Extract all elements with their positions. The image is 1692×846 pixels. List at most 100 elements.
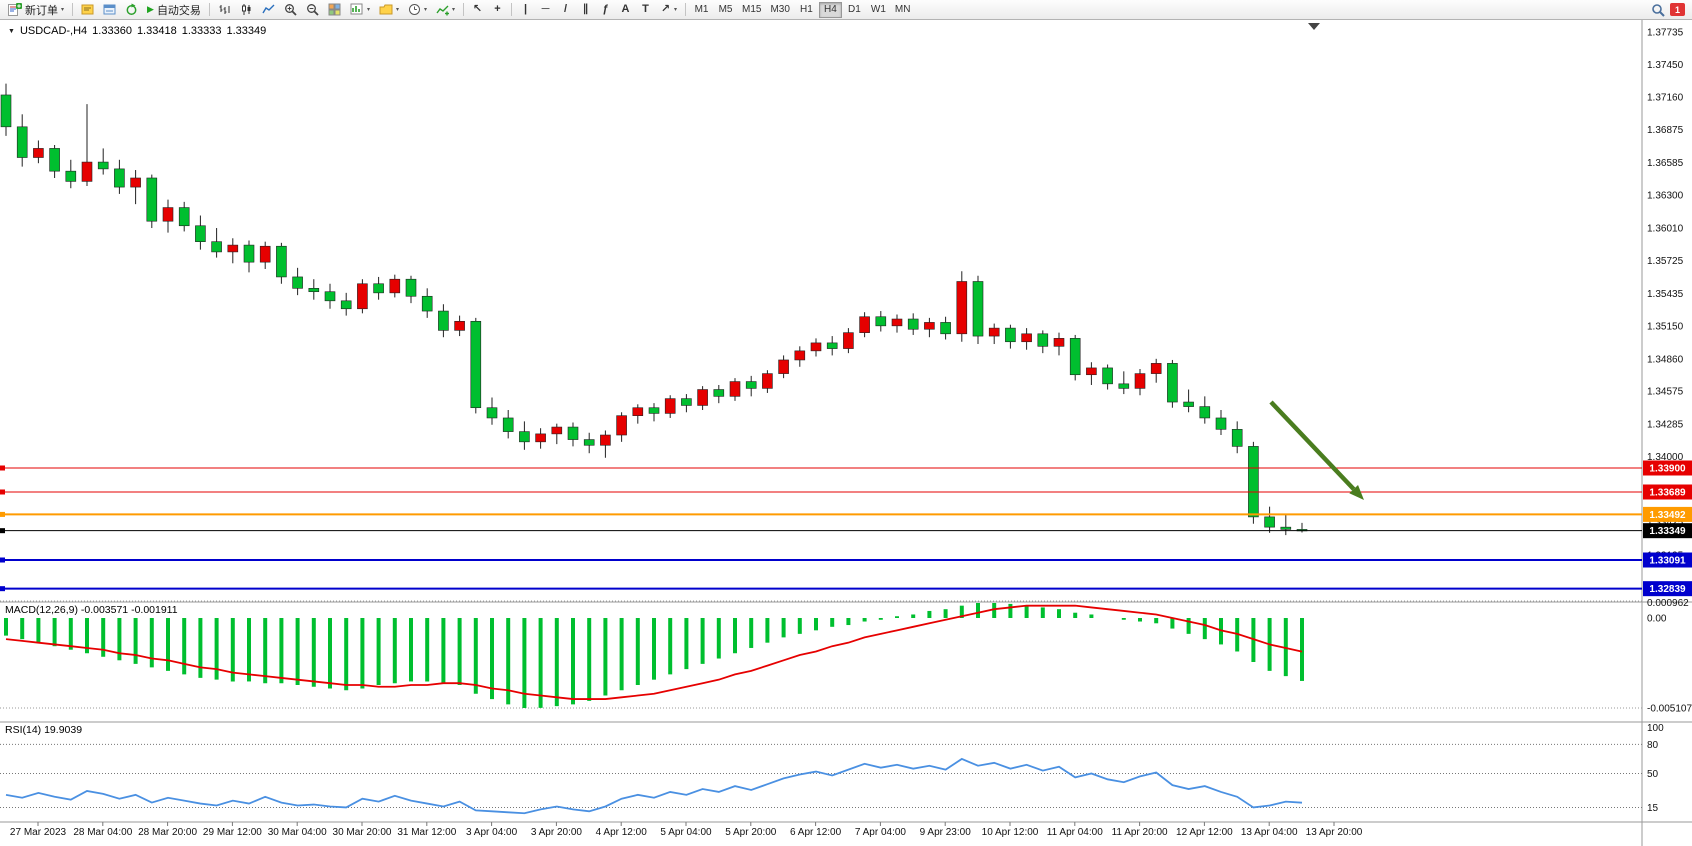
- arrows-button[interactable]: ↗ ▾: [656, 1, 681, 18]
- dropdown-triangle-icon[interactable]: ▼: [8, 27, 15, 35]
- line-chart-button[interactable]: [258, 1, 279, 18]
- channel-icon: ∥: [582, 3, 589, 15]
- svg-text:1.33900: 1.33900: [1649, 464, 1686, 475]
- label-button[interactable]: T: [636, 1, 655, 18]
- svg-text:1.36010: 1.36010: [1647, 224, 1684, 235]
- search-button[interactable]: [1647, 1, 1669, 18]
- data-window-button[interactable]: [99, 1, 120, 18]
- svg-text:3 Apr 20:00: 3 Apr 20:00: [531, 827, 583, 838]
- mql-editor-button[interactable]: [77, 1, 98, 18]
- timeframe-button-h1[interactable]: H1: [795, 2, 818, 18]
- label-tool-icon: T: [642, 3, 649, 15]
- trend-arrow-annotation[interactable]: [1269, 400, 1364, 500]
- svg-text:1.36585: 1.36585: [1647, 158, 1684, 169]
- indicators-icon: [436, 5, 449, 16]
- line-handle[interactable]: [0, 465, 5, 471]
- zoom-out-button[interactable]: [302, 1, 323, 18]
- new-order-button[interactable]: 新订单 ▾: [4, 1, 68, 18]
- cursor-icon: ↖: [472, 3, 483, 15]
- svg-text:-0.005107: -0.005107: [1647, 704, 1692, 715]
- chart-shift-marker[interactable]: [1308, 23, 1320, 30]
- notification-badge[interactable]: 1: [1670, 3, 1685, 16]
- candlestick-chart-button[interactable]: [236, 1, 257, 18]
- new-chart-button[interactable]: ▾: [346, 1, 374, 18]
- timeframe-button-m5[interactable]: M5: [714, 2, 737, 18]
- indicators-button[interactable]: ▾: [432, 1, 459, 18]
- timeframe-button-m30[interactable]: M30: [766, 2, 793, 18]
- svg-text:1.33425: 1.33425: [1647, 518, 1684, 529]
- zoom-out-icon: [306, 4, 319, 16]
- svg-text:0.000962: 0.000962: [1647, 598, 1689, 609]
- zoom-in-button[interactable]: [280, 1, 301, 18]
- auto-trading-button[interactable]: ▶ 自动交易: [143, 1, 205, 18]
- svg-text:5 Apr 04:00: 5 Apr 04:00: [660, 827, 712, 838]
- period-button[interactable]: ▾: [404, 1, 431, 18]
- line-handle[interactable]: [0, 586, 5, 592]
- bar-chart-button[interactable]: [214, 1, 235, 18]
- svg-text:27 Mar 2023: 27 Mar 2023: [10, 827, 67, 838]
- chevron-down-icon: ▾: [423, 6, 427, 13]
- svg-text:10 Apr 12:00: 10 Apr 12:00: [982, 827, 1039, 838]
- trendline-button[interactable]: /: [556, 1, 575, 18]
- timeframe-button-w1[interactable]: W1: [867, 2, 890, 18]
- macd-axis: 0.000962 0.00 -0.005107: [0, 598, 1692, 715]
- svg-text:1.34860: 1.34860: [1647, 354, 1684, 365]
- chart-symbol: USDCAD-,H4: [19, 25, 88, 37]
- horizontal-line-button[interactable]: ─: [536, 1, 555, 18]
- crosshair-button[interactable]: +: [488, 1, 507, 18]
- timeframe-button-h4[interactable]: H4: [818, 1, 842, 18]
- price-badge: [1643, 460, 1692, 476]
- vertical-line-icon: |: [523, 3, 528, 15]
- line-handle[interactable]: [0, 528, 5, 534]
- svg-text:100: 100: [1647, 723, 1664, 734]
- text-button[interactable]: A: [616, 1, 635, 18]
- chevron-down-icon: ▾: [61, 6, 65, 13]
- strategy-tester-button[interactable]: [121, 1, 142, 18]
- price-badge: [1643, 581, 1692, 597]
- price-badge: [1643, 552, 1692, 568]
- svg-text:1.35435: 1.35435: [1647, 289, 1684, 300]
- timeframe-button-m1[interactable]: M1: [690, 2, 713, 18]
- vertical-line-button[interactable]: |: [516, 1, 535, 18]
- svg-text:1.33492: 1.33492: [1649, 510, 1686, 521]
- timeframe-button-d1[interactable]: D1: [843, 2, 866, 18]
- hlines-layer: [0, 465, 1642, 592]
- svg-text:1.34285: 1.34285: [1647, 420, 1684, 431]
- zoom-in-icon: [284, 4, 297, 16]
- price-badge: [1643, 506, 1692, 522]
- svg-text:9 Apr 23:00: 9 Apr 23:00: [920, 827, 972, 838]
- svg-text:7 Apr 04:00: 7 Apr 04:00: [855, 827, 907, 838]
- svg-text:30 Mar 20:00: 30 Mar 20:00: [333, 827, 392, 838]
- toolbar-separator: [463, 3, 464, 16]
- timeframe-button-mn[interactable]: MN: [891, 2, 915, 18]
- profiles-button[interactable]: ▾: [375, 1, 403, 18]
- timeframe-button-m15[interactable]: M15: [738, 2, 765, 18]
- svg-text:1.33689: 1.33689: [1649, 487, 1686, 498]
- channel-button[interactable]: ∥: [576, 1, 595, 18]
- svg-text:1.35725: 1.35725: [1647, 256, 1684, 267]
- svg-text:15: 15: [1647, 803, 1659, 814]
- chart-close-value: 1.33349: [226, 25, 267, 37]
- mql-editor-icon: [81, 4, 94, 15]
- fibonacci-button[interactable]: ƒ: [596, 1, 615, 18]
- toolbar-separator: [511, 3, 512, 16]
- fibonacci-icon: ƒ: [602, 3, 609, 15]
- line-handle[interactable]: [0, 489, 5, 495]
- trendline-icon: /: [563, 3, 568, 15]
- svg-text:31 Mar 12:00: 31 Mar 12:00: [397, 827, 456, 838]
- candles-layer: [0, 83, 1308, 536]
- line-handle[interactable]: [0, 557, 5, 563]
- line-handle[interactable]: [0, 511, 5, 517]
- chevron-down-icon: ▾: [451, 6, 455, 13]
- new-chart-icon: [350, 3, 363, 15]
- svg-text:28 Mar 20:00: 28 Mar 20:00: [138, 827, 197, 838]
- svg-text:1.32839: 1.32839: [1649, 584, 1686, 595]
- tile-windows-button[interactable]: [324, 1, 345, 18]
- chart-open-value: 1.33360: [92, 25, 132, 37]
- toolbar-separator: [208, 3, 210, 16]
- svg-text:1.37735: 1.37735: [1647, 27, 1684, 38]
- svg-text:13 Apr 20:00: 13 Apr 20:00: [1306, 827, 1363, 838]
- svg-text:12 Apr 12:00: 12 Apr 12:00: [1176, 827, 1233, 838]
- cursor-button[interactable]: ↖: [468, 1, 487, 18]
